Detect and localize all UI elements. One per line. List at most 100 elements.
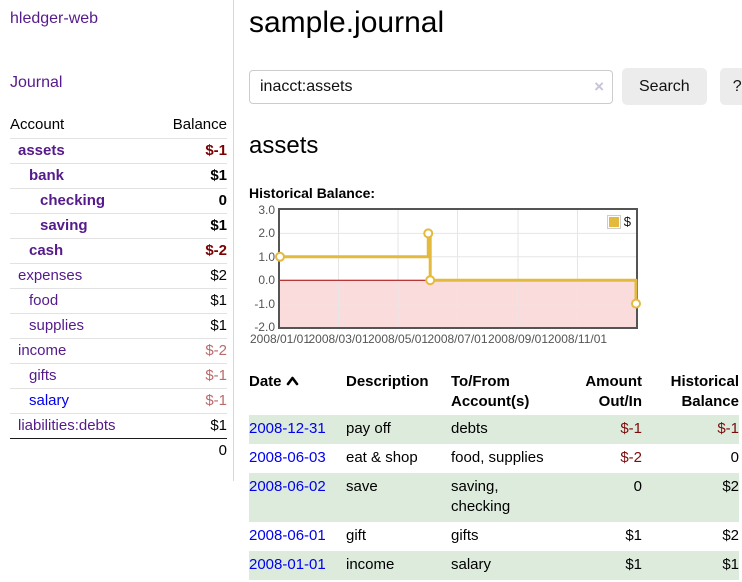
chart-title: Historical Balance: xyxy=(249,185,376,201)
transaction-row[interactable]: 2008-12-31 pay off debts $-1 $-1 xyxy=(249,415,739,444)
historical-balance-chart: $ 3.0 2.0 1.0 0.0 -1.0 -2.0 2008/01/01 2008/03/… xyxy=(249,202,742,354)
chart-legend: $ xyxy=(604,213,633,230)
account-row: cash $-2 xyxy=(10,238,227,264)
transaction-description: eat & shop xyxy=(346,449,418,466)
account-table-header: Account Balance xyxy=(10,112,227,139)
transaction-balance: 0 xyxy=(730,449,739,466)
x-axis-tick-label: 2008/05/01 xyxy=(367,332,429,346)
transaction-date-link[interactable]: 2008-06-03 xyxy=(249,449,326,466)
x-axis-tick-label: 2008/03/01 xyxy=(308,332,369,346)
transaction-row[interactable]: 2008-01-01 income salary $1 $1 xyxy=(249,551,739,580)
y-axis-tick-label: 1.0 xyxy=(258,249,275,264)
account-row: assets $-1 xyxy=(10,138,227,164)
clear-search-icon[interactable]: × xyxy=(594,76,604,96)
column-header-description[interactable]: Description xyxy=(346,373,429,390)
account-link-supplies[interactable]: supplies xyxy=(29,317,85,334)
column-header-tofrom-accounts[interactable]: To/From Account(s) xyxy=(451,373,530,410)
transaction-amount: $1 xyxy=(559,551,642,580)
transaction-balance: $-1 xyxy=(642,415,739,444)
x-axis-tick-label: 2008/01/01 xyxy=(249,332,311,346)
account-balance: $-1 xyxy=(153,138,227,164)
account-balance: $1 xyxy=(153,313,227,339)
transaction-accounts: debts xyxy=(451,415,559,444)
transaction-description: pay off xyxy=(346,415,451,444)
search-button[interactable]: Search xyxy=(622,68,707,105)
sidebar-item-journal[interactable]: Journal xyxy=(10,74,63,91)
transaction-accounts: gifts xyxy=(451,527,479,544)
balance-column-header: Balance xyxy=(172,116,227,133)
account-link-salary[interactable]: salary xyxy=(29,392,70,409)
account-balance: $-1 xyxy=(153,388,227,414)
account-balance: $-1 xyxy=(153,363,227,389)
account-balance: $1 xyxy=(153,163,227,189)
x-axis-tick-label: 2008/07/01 xyxy=(427,332,488,346)
register-table: Date Description To/From Account(s) Amou… xyxy=(249,370,739,580)
column-header-amount[interactable]: Amount Out/In xyxy=(585,373,642,410)
account-row: gifts $-1 xyxy=(10,363,227,389)
series-label: $ xyxy=(623,214,631,229)
y-axis-tick-label: 3.0 xyxy=(258,203,275,217)
account-row: liabilities:debts $1 xyxy=(10,413,227,439)
accounts-total-value: 0 xyxy=(153,438,227,463)
transaction-date-link[interactable]: 2008-06-02 xyxy=(249,478,326,495)
transaction-balance: $2 xyxy=(642,473,739,522)
account-link-saving[interactable]: saving xyxy=(40,217,88,234)
account-link-expenses[interactable]: expenses xyxy=(18,267,83,284)
chart-plot: $ xyxy=(275,208,641,329)
accounts-total-row: 0 xyxy=(10,438,227,463)
account-link-gifts[interactable]: gifts xyxy=(29,367,57,384)
transaction-balance: $2 xyxy=(722,527,739,544)
x-axis-tick-label: 2008/09/01 xyxy=(487,332,548,346)
transaction-date-link[interactable]: 2008-12-31 xyxy=(249,420,326,437)
y-axis-tick-label: -2.0 xyxy=(254,320,275,334)
series-swatch-icon xyxy=(606,214,621,229)
account-link-bank[interactable]: bank xyxy=(29,167,65,184)
account-balance-table: Account Balance assets $-1 bank $1 check… xyxy=(10,112,227,463)
account-balance: $-2 xyxy=(153,338,227,364)
account-row: income $-2 xyxy=(10,338,227,364)
account-row: supplies $1 xyxy=(10,313,227,339)
account-balance: $1 xyxy=(153,413,227,439)
account-link-assets[interactable]: assets xyxy=(18,142,65,159)
account-row: bank $1 xyxy=(10,163,227,189)
account-link-liabilities-debts[interactable]: liabilities:debts xyxy=(18,417,116,434)
account-balance: $2 xyxy=(153,263,227,289)
column-header-historical-balance[interactable]: Historical Balance xyxy=(670,373,739,410)
account-column-header: Account xyxy=(10,116,65,133)
page-title: sample.journal xyxy=(249,6,445,39)
account-link-income[interactable]: income xyxy=(18,342,67,359)
account-row: saving $1 xyxy=(10,213,227,239)
column-header-date[interactable]: Date xyxy=(249,370,346,415)
account-heading: assets xyxy=(249,132,319,159)
search-form: × Search ? xyxy=(249,68,742,105)
account-link-cash[interactable]: cash xyxy=(29,242,64,259)
sort-ascending-icon xyxy=(286,376,298,386)
account-link-checking[interactable]: checking xyxy=(40,192,106,209)
y-axis-tick-label: 2.0 xyxy=(258,226,275,241)
register-header-row: Date Description To/From Account(s) Amou… xyxy=(249,370,739,415)
account-balance: $1 xyxy=(153,288,227,314)
account-balance: $1 xyxy=(153,213,227,239)
transaction-accounts: food, supplies xyxy=(451,449,544,466)
account-row: salary $-1 xyxy=(10,388,227,414)
transaction-amount: $-2 xyxy=(620,449,642,466)
main-content: sample.journal × Search ? assets Histori… xyxy=(234,0,742,580)
transaction-date-link[interactable]: 2008-06-01 xyxy=(249,527,326,544)
help-button[interactable]: ? xyxy=(719,68,742,105)
transaction-date-link[interactable]: 2008-01-01 xyxy=(249,556,326,573)
transaction-amount: $1 xyxy=(625,527,642,544)
transaction-description: gift xyxy=(346,527,367,544)
transaction-description: save xyxy=(346,473,451,522)
account-row: checking 0 xyxy=(10,188,227,214)
transaction-amount: $-1 xyxy=(559,415,642,444)
brand-link[interactable]: hledger-web xyxy=(10,10,99,27)
transaction-balance: $1 xyxy=(642,551,739,580)
transaction-row[interactable]: 2008-06-01 gift gifts $1 $2 xyxy=(249,522,739,551)
sidebar: hledger-web Journal Account Balance asse… xyxy=(0,0,234,481)
y-axis-tick-label: 0.0 xyxy=(258,273,275,288)
transaction-row[interactable]: 2008-06-02 save saving, checking 0 $2 xyxy=(249,473,739,522)
account-link-food[interactable]: food xyxy=(29,292,59,309)
transaction-row[interactable]: 2008-06-03 eat & shop food, supplies $-2… xyxy=(249,444,739,473)
search-input[interactable] xyxy=(249,69,613,104)
